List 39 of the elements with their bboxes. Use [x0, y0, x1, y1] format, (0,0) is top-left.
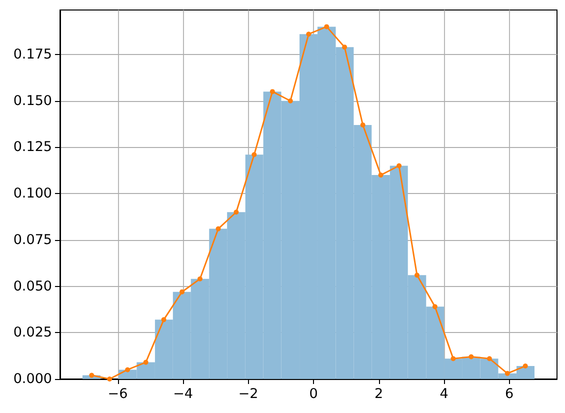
point — [324, 24, 330, 30]
y-tick-label: 0.050 — [13, 278, 52, 294]
x-tick-label: −2 — [238, 386, 258, 402]
point — [432, 304, 438, 310]
y-tick-label: 0.100 — [13, 186, 52, 202]
point — [270, 89, 275, 94]
point — [198, 276, 202, 282]
point — [180, 289, 185, 294]
point — [486, 356, 492, 362]
point — [468, 354, 474, 360]
x-tick-label: 6 — [505, 386, 514, 402]
x-tick-label: −4 — [173, 386, 193, 402]
y-tick-label: 0.025 — [13, 324, 52, 341]
y-tick-label: 0.125 — [13, 139, 52, 156]
point — [143, 360, 148, 365]
point — [252, 152, 257, 158]
point — [125, 367, 130, 372]
x-tick-label: −6 — [108, 386, 128, 402]
point — [450, 356, 456, 362]
point — [89, 372, 94, 378]
point — [288, 98, 293, 104]
point — [161, 317, 166, 322]
x-tick-label: 0 — [309, 386, 318, 402]
point — [522, 364, 528, 369]
point — [107, 376, 112, 382]
y-tick-label: 0.175 — [13, 46, 52, 62]
y-tick-label: 0.150 — [13, 92, 52, 109]
point — [378, 172, 384, 178]
x-tick-label: 2 — [374, 386, 384, 402]
point — [216, 226, 221, 232]
point — [306, 32, 312, 37]
point — [414, 272, 420, 278]
point — [234, 210, 239, 215]
x-tick-label: 4 — [440, 386, 448, 402]
y-tick-label: 0.000 — [13, 371, 52, 387]
point — [342, 44, 348, 50]
point — [396, 163, 402, 168]
point — [360, 122, 366, 128]
y-tick-label: 0.075 — [13, 232, 52, 248]
